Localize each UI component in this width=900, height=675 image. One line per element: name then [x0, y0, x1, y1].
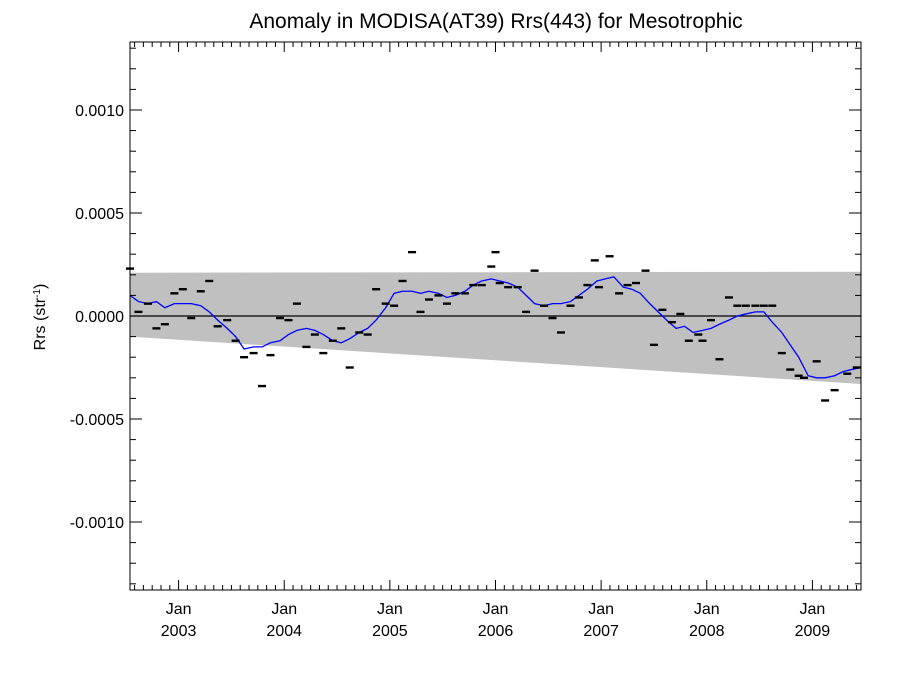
smoothed-line	[129, 276, 862, 379]
x-tick-year-4: 2007	[583, 623, 619, 640]
y-tick-label-1: 0.0005	[75, 206, 124, 223]
y-axis-label: Rrs (str-1)	[32, 284, 50, 351]
y-tick-label-3: -0.0005	[70, 412, 124, 429]
x-tick-year-0: 2003	[161, 623, 197, 640]
x-tick-month-2: Jan	[377, 601, 403, 618]
y-tick-label-2: 0.0000	[75, 309, 124, 326]
x-tick-month-4: Jan	[588, 601, 614, 618]
x-tick-month-0: Jan	[166, 601, 192, 618]
y-axis-label-close: )	[32, 284, 49, 289]
band-fill	[130, 271, 861, 384]
x-tick-year-1: 2004	[266, 623, 302, 640]
x-tick-year-5: 2008	[689, 623, 725, 640]
y-tick-label-4: -0.0010	[70, 515, 124, 532]
x-axis: Jan 2003 Jan 2004 Jan 2005 Jan 2006 Jan 2007 Jan 20…	[134, 42, 857, 640]
x-tick-year-3: 2006	[478, 623, 514, 640]
y-axis: 0.0010 0.0005 0.0000 -0.0005 -0.0010	[70, 47, 861, 585]
x-tick-month-5: Jan	[694, 601, 720, 618]
x-tick-month-1: Jan	[271, 601, 297, 618]
anomaly-data-points	[126, 250, 861, 402]
chart-title: Anomaly in MODISA(AT39) Rrs(443) for Mes…	[249, 10, 742, 33]
uncertainty-band	[130, 271, 861, 384]
y-axis-label-superscript: -1	[32, 289, 43, 298]
smoothed-anomaly-series	[129, 276, 862, 379]
x-tick-year-6: 2009	[795, 623, 831, 640]
x-tick-month-3: Jan	[483, 601, 509, 618]
y-axis-label-text: Rrs (str	[32, 297, 49, 350]
x-tick-year-2: 2005	[372, 623, 408, 640]
y-tick-label-0: 0.0010	[75, 103, 124, 120]
x-tick-month-6: Jan	[800, 601, 826, 618]
